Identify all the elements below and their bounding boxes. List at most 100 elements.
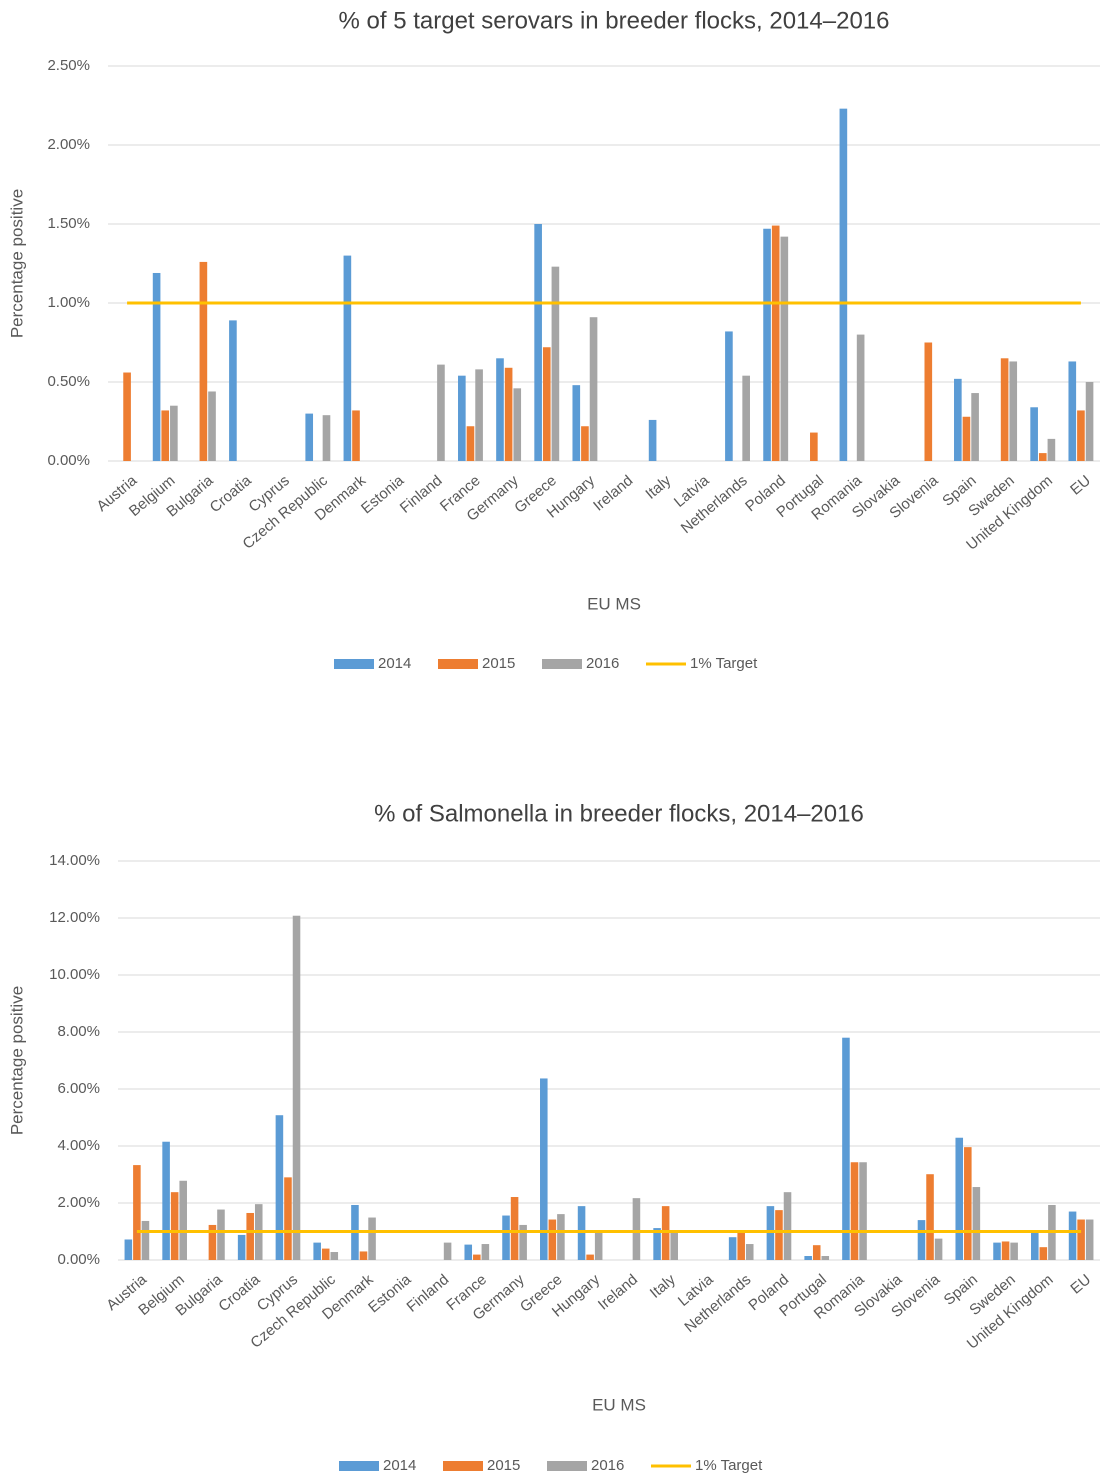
bar [1077,410,1085,461]
bar [208,1224,217,1260]
legend-swatch [542,659,582,669]
y-tick-label: 8.00% [57,1023,100,1040]
bar [581,426,589,461]
x-tick-label: Ireland [595,1271,641,1314]
y-axis-title: Percentage positive [7,986,26,1135]
y-tick-label: 12.00% [49,909,100,926]
x-tick-label: Finland [404,1271,453,1316]
bar [475,369,483,461]
bar [653,1228,661,1260]
bar [594,1231,603,1260]
legend-label: 2014 [383,1457,416,1474]
bar [352,410,360,461]
bar [229,320,237,461]
x-axis-title: EU MS [592,1395,646,1414]
y-tick-label: 0.00% [47,452,90,469]
y-tick-label: 0.00% [57,1251,100,1268]
bar [661,1206,670,1260]
bar [170,1192,179,1260]
x-axis-title: EU MS [587,594,641,613]
bar [557,1214,565,1260]
x-tick-label: EU [1067,1271,1094,1297]
bar [810,432,818,461]
bar [443,1242,452,1260]
bar [504,367,513,461]
bar [359,1251,368,1260]
bar [780,236,789,461]
bar [737,1231,745,1260]
bar [589,317,598,461]
bar [199,261,208,461]
bar [839,108,848,461]
x-tick-label: EU [1067,472,1094,498]
bar [540,1078,548,1260]
bar [161,410,170,461]
x-tick-label: Croatia [215,1271,263,1316]
bar [775,1210,783,1260]
y-tick-label: 4.00% [57,1137,100,1154]
bar [648,419,657,461]
bar [926,1174,934,1260]
bar [850,1162,859,1260]
bar [313,1242,321,1260]
y-axis-title: Percentage positive [7,189,26,338]
legend-swatch [547,1461,587,1471]
y-tick-label: 1.00% [47,294,90,311]
bar [1000,358,1009,461]
legend-swatch [438,659,478,669]
bar [766,1206,775,1260]
bar [217,1209,225,1260]
bar [783,1192,792,1260]
bar [924,342,933,461]
x-tick-label: Italy [642,472,674,503]
bar [322,415,331,461]
chart: % of Salmonella in breeder flocks, 2014–… [7,800,1100,1474]
bar [519,1224,527,1260]
bar [972,1187,981,1260]
x-tick-label: Croatia [207,472,255,517]
bar [368,1217,376,1260]
bar [1047,438,1056,461]
bar [162,1141,170,1260]
bar [246,1212,254,1260]
bar [804,1256,812,1260]
chart: % of 5 target serovars in breeder flocks… [7,7,1100,672]
bar [275,1115,284,1260]
bar [745,1244,754,1260]
y-tick-label: 1.50% [47,215,90,232]
bar [513,388,522,461]
bar [577,1206,586,1260]
bar [962,416,971,461]
bar [934,1238,943,1260]
bar [586,1254,594,1260]
bar [1085,1219,1094,1260]
bar [464,1244,473,1260]
bar [856,334,865,461]
y-tick-label: 2.00% [47,136,90,153]
x-tick-label: Ireland [590,472,636,515]
bar [771,225,780,461]
bar [572,385,581,461]
y-tick-label: 0.50% [47,373,90,390]
bar [971,393,979,461]
bar [917,1220,926,1260]
bar [458,375,466,461]
bar [1068,361,1077,461]
bar [955,1137,964,1260]
chart-title: % of Salmonella in breeder flocks, 2014–… [374,800,864,827]
bar [1085,382,1094,461]
bar [284,1177,292,1260]
legend-label: 2015 [487,1457,520,1474]
bar [548,1219,557,1260]
bar [305,413,314,461]
bar [1068,1211,1077,1260]
legend-label: 1% Target [695,1457,763,1474]
legend-label: 2016 [591,1457,624,1474]
bar [993,1242,1001,1260]
bar [496,358,504,461]
bar [343,255,352,461]
bar [859,1162,867,1260]
bar [534,224,542,461]
bar [123,372,131,461]
